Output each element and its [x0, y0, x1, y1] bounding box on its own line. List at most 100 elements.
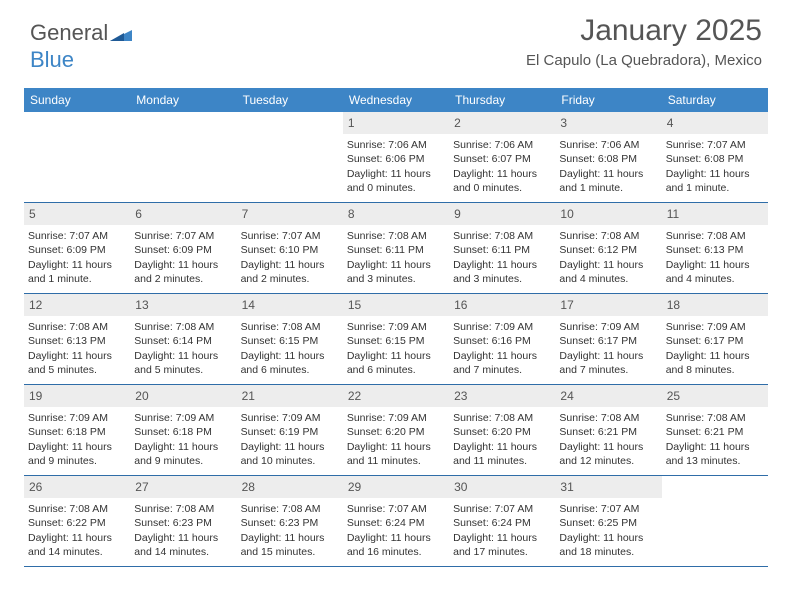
sunset-line: Sunset: 6:20 PM	[453, 425, 551, 439]
daylight-line: Daylight: 11 hours and 6 minutes.	[347, 349, 445, 377]
sunrise-line: Sunrise: 7:08 AM	[559, 229, 657, 243]
daylight-line: Daylight: 11 hours and 8 minutes.	[666, 349, 764, 377]
sunset-line: Sunset: 6:14 PM	[134, 334, 232, 348]
brand-text-1: General	[30, 20, 108, 45]
sunset-line: Sunset: 6:23 PM	[134, 516, 232, 530]
day-header: Sunday	[24, 88, 130, 112]
calendar-day: 30Sunrise: 7:07 AMSunset: 6:24 PMDayligh…	[449, 476, 555, 566]
daylight-line: Daylight: 11 hours and 1 minute.	[666, 167, 764, 195]
day-header: Wednesday	[343, 88, 449, 112]
sunset-line: Sunset: 6:08 PM	[559, 152, 657, 166]
calendar-day: 31Sunrise: 7:07 AMSunset: 6:25 PMDayligh…	[555, 476, 661, 566]
sunset-line: Sunset: 6:20 PM	[347, 425, 445, 439]
day-number: 18	[662, 294, 768, 316]
sunrise-line: Sunrise: 7:07 AM	[666, 138, 764, 152]
calendar-empty	[130, 112, 236, 202]
daylight-line: Daylight: 11 hours and 17 minutes.	[453, 531, 551, 559]
calendar-empty	[24, 112, 130, 202]
day-header: Tuesday	[237, 88, 343, 112]
calendar-day: 6Sunrise: 7:07 AMSunset: 6:09 PMDaylight…	[130, 203, 236, 293]
sunset-line: Sunset: 6:13 PM	[28, 334, 126, 348]
sunset-line: Sunset: 6:21 PM	[666, 425, 764, 439]
daylight-line: Daylight: 11 hours and 5 minutes.	[134, 349, 232, 377]
calendar-day: 29Sunrise: 7:07 AMSunset: 6:24 PMDayligh…	[343, 476, 449, 566]
daylight-line: Daylight: 11 hours and 4 minutes.	[666, 258, 764, 286]
daylight-line: Daylight: 11 hours and 16 minutes.	[347, 531, 445, 559]
calendar-day: 23 Sunrise: 7:08 AMSunset: 6:20 PMDayligh…	[449, 385, 555, 475]
sunrise-line: Sunrise: 7:08 AM	[241, 320, 339, 334]
sunset-line: Sunset: 6:15 PM	[241, 334, 339, 348]
brand-logo: General Blue	[30, 20, 132, 73]
calendar-day: 13Sunrise: 7:08 AMSunset: 6:14 PMDayligh…	[130, 294, 236, 384]
calendar-day: 14Sunrise: 7:08 AMSunset: 6:15 PMDayligh…	[237, 294, 343, 384]
calendar-week: 5Sunrise: 7:07 AMSunset: 6:09 PMDaylight…	[24, 203, 768, 294]
calendar-empty	[237, 112, 343, 202]
sunrise-line: Sunrise: 7:09 AM	[453, 320, 551, 334]
day-number: 17	[555, 294, 661, 316]
sunrise-line: Sunrise: 7:09 AM	[347, 411, 445, 425]
day-number: 15	[343, 294, 449, 316]
calendar-week: 19Sunrise: 7:09 AMSunset: 6:18 PMDayligh…	[24, 385, 768, 476]
calendar-day: 7Sunrise: 7:07 AMSunset: 6:10 PMDaylight…	[237, 203, 343, 293]
daylight-line: Daylight: 11 hours and 3 minutes.	[347, 258, 445, 286]
calendar-day: 24Sunrise: 7:08 AMSunset: 6:21 PMDayligh…	[555, 385, 661, 475]
sunset-line: Sunset: 6:09 PM	[28, 243, 126, 257]
sunrise-line: Sunrise: 7:08 AM	[666, 411, 764, 425]
day-header: Thursday	[449, 88, 555, 112]
sunrise-line: Sunrise: 7:09 AM	[241, 411, 339, 425]
day-number: 26	[24, 476, 130, 498]
daylight-line: Daylight: 11 hours and 1 minute.	[559, 167, 657, 195]
calendar-week: 12Sunrise: 7:08 AMSunset: 6:13 PMDayligh…	[24, 294, 768, 385]
sunset-line: Sunset: 6:08 PM	[666, 152, 764, 166]
calendar-day: 18Sunrise: 7:09 AMSunset: 6:17 PMDayligh…	[662, 294, 768, 384]
sunrise-line: Sunrise: 7:09 AM	[28, 411, 126, 425]
sunrise-line: Sunrise: 7:08 AM	[241, 502, 339, 516]
brand-text-2: Blue	[30, 47, 74, 72]
sunrise-line: Sunrise: 7:08 AM	[559, 411, 657, 425]
calendar-day: 17Sunrise: 7:09 AMSunset: 6:17 PMDayligh…	[555, 294, 661, 384]
sunrise-line: Sunrise: 7:06 AM	[347, 138, 445, 152]
sunset-line: Sunset: 6:21 PM	[559, 425, 657, 439]
sunset-line: Sunset: 6:16 PM	[453, 334, 551, 348]
calendar-day: 19Sunrise: 7:09 AMSunset: 6:18 PMDayligh…	[24, 385, 130, 475]
daylight-line: Daylight: 11 hours and 9 minutes.	[134, 440, 232, 468]
sunrise-line: Sunrise: 7:09 AM	[347, 320, 445, 334]
day-number: 3	[555, 112, 661, 134]
sunrise-line: Sunrise: 7:09 AM	[134, 411, 232, 425]
day-number: 22	[343, 385, 449, 407]
page-subtitle: El Capulo (La Quebradora), Mexico	[526, 52, 762, 69]
sunrise-line: Sunrise: 7:07 AM	[28, 229, 126, 243]
calendar-week: 1Sunrise: 7:06 AMSunset: 6:06 PMDaylight…	[24, 112, 768, 203]
daylight-line: Daylight: 11 hours and 9 minutes.	[28, 440, 126, 468]
day-number: 19	[24, 385, 130, 407]
day-number: 8	[343, 203, 449, 225]
daylight-line: Daylight: 11 hours and 11 minutes.	[453, 440, 551, 468]
calendar-day: 8Sunrise: 7:08 AMSunset: 6:11 PMDaylight…	[343, 203, 449, 293]
sunset-line: Sunset: 6:13 PM	[666, 243, 764, 257]
calendar-day: 4 Sunrise: 7:07 AMSunset: 6:08 PMDaylight…	[662, 112, 768, 202]
sunrise-line: Sunrise: 7:08 AM	[28, 502, 126, 516]
day-number: 16	[449, 294, 555, 316]
sunrise-line: Sunrise: 7:08 AM	[28, 320, 126, 334]
day-number: 4	[662, 112, 768, 134]
day-number: 31	[555, 476, 661, 498]
day-number: 23	[449, 385, 555, 407]
calendar-week: 26Sunrise: 7:08 AMSunset: 6:22 PMDayligh…	[24, 476, 768, 567]
daylight-line: Daylight: 11 hours and 1 minute.	[28, 258, 126, 286]
sunrise-line: Sunrise: 7:07 AM	[453, 502, 551, 516]
calendar-empty	[662, 476, 768, 566]
sunrise-line: Sunrise: 7:08 AM	[453, 411, 551, 425]
daylight-line: Daylight: 11 hours and 2 minutes.	[134, 258, 232, 286]
daylight-line: Daylight: 11 hours and 13 minutes.	[666, 440, 764, 468]
sunrise-line: Sunrise: 7:08 AM	[453, 229, 551, 243]
daylight-line: Daylight: 11 hours and 5 minutes.	[28, 349, 126, 377]
sunrise-line: Sunrise: 7:06 AM	[559, 138, 657, 152]
daylight-line: Daylight: 11 hours and 18 minutes.	[559, 531, 657, 559]
day-number: 11	[662, 203, 768, 225]
sunrise-line: Sunrise: 7:07 AM	[347, 502, 445, 516]
sunrise-line: Sunrise: 7:09 AM	[559, 320, 657, 334]
calendar-day: 12Sunrise: 7:08 AMSunset: 6:13 PMDayligh…	[24, 294, 130, 384]
sunrise-line: Sunrise: 7:07 AM	[241, 229, 339, 243]
day-header-row: SundayMondayTuesdayWednesdayThursdayFrid…	[24, 88, 768, 112]
day-number: 7	[237, 203, 343, 225]
